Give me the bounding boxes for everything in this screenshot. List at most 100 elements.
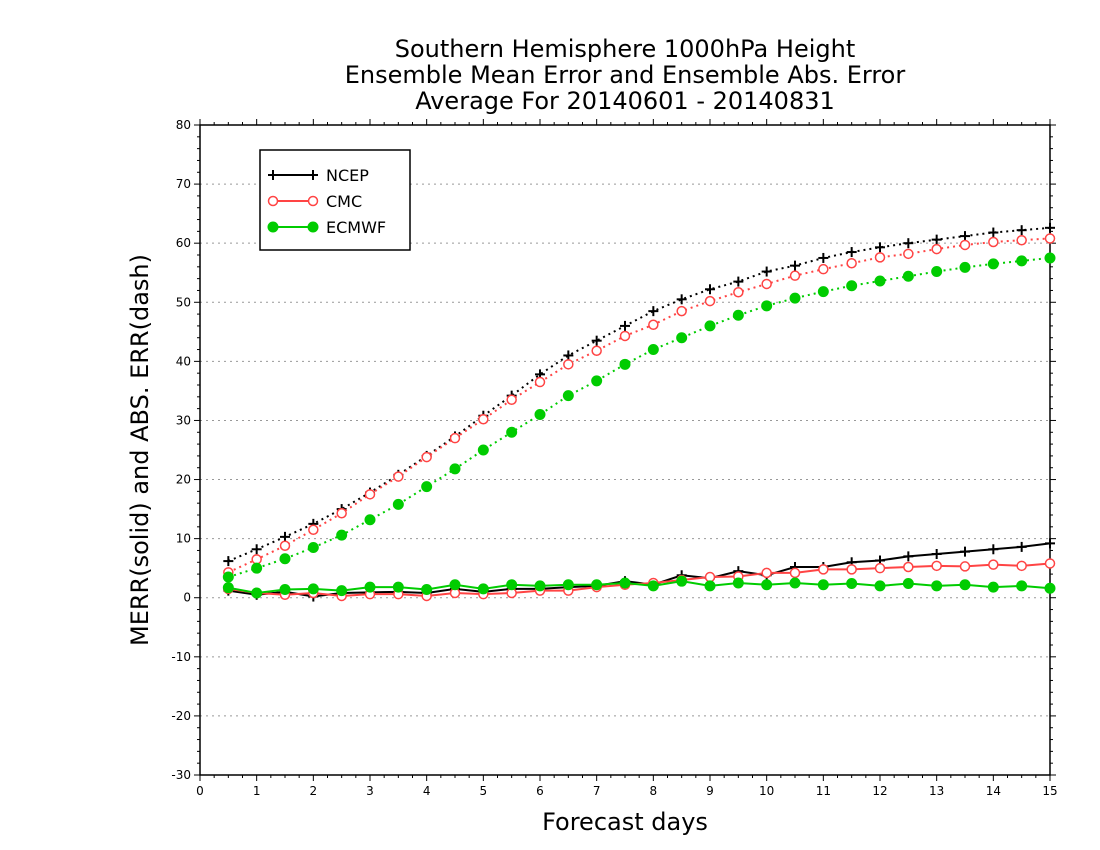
x-tick-label: 9 (706, 784, 714, 798)
series-ecmwf-abs-err-point (959, 261, 971, 273)
series-cmc-abs-err-point (449, 432, 461, 444)
series-ecmwf-abs-err-point (874, 275, 886, 287)
series-cmc-abs-err-point (874, 252, 886, 263)
series-cmc-abs-err-point (364, 489, 376, 500)
y-axis-label: MERR(solid) and ABS. ERR(dash) (126, 254, 154, 646)
x-tick-label: 0 (196, 784, 204, 798)
series-ecmwf-merr-point (761, 579, 773, 591)
x-tick-label: 15 (1042, 784, 1057, 798)
series-ecmwf-abs-err-point (846, 280, 858, 292)
series-ecmwf-abs-err-point (307, 542, 319, 553)
series-cmc-merr-point (1016, 560, 1027, 572)
series-cmc-merr-point (818, 564, 829, 575)
series-cmc-abs-err-point (393, 471, 404, 482)
legend-label-cmc: CMC (326, 192, 362, 211)
series-ecmwf-abs-err-point (619, 358, 631, 370)
y-tick-label: 50 (176, 295, 191, 309)
y-tick-label: 60 (176, 236, 191, 250)
series-ecmwf-merr-point (987, 581, 999, 593)
series-ecmwf-abs-err-point (279, 553, 291, 565)
series-ecmwf-merr-point (902, 578, 914, 590)
series-ecmwf-merr-point (364, 581, 376, 593)
series-cmc-merr-point (959, 561, 971, 572)
series-ecmwf-abs-err-point (1044, 252, 1056, 264)
legend-label-ncep: NCEP (326, 166, 369, 185)
series-ecmwf-merr-point (647, 580, 659, 592)
series-ecmwf-merr-point (506, 579, 518, 591)
series-cmc-merr-point (846, 564, 857, 575)
series-ecmwf-merr-point (421, 583, 433, 595)
series-ecmwf-abs-err-point (364, 514, 376, 526)
x-tick-label: 6 (536, 784, 544, 798)
series-cmc-abs-err-point (251, 554, 262, 565)
series-ecmwf-merr-point (732, 577, 744, 589)
series-cmc-abs-err-point (534, 376, 546, 388)
x-tick-label: 14 (986, 784, 1001, 798)
series-cmc-abs-err-point (761, 278, 772, 290)
series-cmc-merr-point (1044, 558, 1056, 569)
x-tick-label: 5 (480, 784, 488, 798)
legend-marker-cmc (307, 195, 319, 207)
series-cmc-abs-err-point (279, 540, 291, 551)
series-ecmwf-abs-err-point (449, 463, 461, 475)
series-ecmwf-abs-err-point (421, 481, 433, 493)
chart-title-line-3: Average For 20140601 - 20140831 (415, 87, 835, 115)
series-cmc-abs-err-point (818, 263, 829, 275)
x-tick-label: 10 (759, 784, 774, 798)
y-tick-label: 20 (176, 473, 191, 487)
series-cmc-abs-err-point (704, 295, 716, 307)
series-ecmwf-merr-point (222, 582, 234, 594)
series-ecmwf-abs-err-point (931, 266, 943, 278)
legend-marker-ecmwf (307, 221, 319, 233)
series-ecmwf-abs-err-point (902, 270, 914, 282)
series-ecmwf-abs-err-point (789, 292, 801, 304)
series-ecmwf-abs-err-point (647, 344, 659, 356)
series-ecmwf-merr-point (307, 583, 319, 595)
series-ecmwf-merr-point (1016, 580, 1028, 592)
series-ecmwf-merr-point (449, 579, 461, 591)
series-ncep-abs-err-line (227, 226, 1051, 563)
y-tick-label: -20 (171, 709, 191, 723)
series-ecmwf-merr-point (619, 577, 631, 589)
series-ecmwf-merr-point (789, 577, 801, 589)
series-ecmwf-merr-point (1044, 582, 1056, 594)
y-tick-label: -30 (171, 768, 191, 782)
series-cmc-abs-err-point (931, 243, 942, 255)
series-ecmwf-abs-err-point (732, 309, 744, 321)
series-ecmwf-merr-point (336, 585, 348, 597)
series-ecmwf-merr-point (534, 580, 546, 592)
chart-title-line-1: Southern Hemisphere 1000hPa Height (394, 35, 856, 63)
x-tick-label: 2 (310, 784, 318, 798)
series-ecmwf-merr-point (931, 580, 943, 592)
series-ecmwf-abs-err-point (251, 562, 263, 574)
series-ecmwf-merr-point (676, 575, 688, 587)
series-ecmwf-abs-err-point (506, 426, 518, 438)
y-tick-label: 30 (176, 413, 191, 427)
series-cmc-abs-err-point (336, 507, 347, 519)
series-cmc-abs-err-point (846, 258, 857, 269)
y-tick-label: 10 (176, 532, 191, 546)
series-ecmwf-merr-point (562, 579, 574, 591)
y-tick-label: 80 (176, 118, 191, 132)
x-tick-label: 7 (593, 784, 601, 798)
series-ecmwf-abs-err-point (591, 375, 603, 387)
series-ecmwf-merr-point (704, 580, 716, 592)
series-cmc-abs-err-point (563, 359, 574, 370)
y-tick-label: 0 (183, 591, 191, 605)
legend-marker-ecmwf (267, 221, 279, 233)
series-cmc-abs-err-point (619, 330, 631, 342)
series-ecmwf-abs-err-point (761, 300, 773, 312)
series-cmc-abs-err-point (903, 248, 914, 260)
series-ecmwf-merr-point (846, 578, 858, 590)
legend-marker-cmc (267, 195, 279, 207)
series-ecmwf-merr-point (874, 580, 886, 592)
x-tick-label: 12 (872, 784, 887, 798)
series-ecmwf-merr-point (817, 579, 829, 591)
series-cmc-abs-err-point (308, 524, 319, 536)
x-tick-label: 4 (423, 784, 431, 798)
series-cmc-merr-point (761, 567, 772, 579)
series-cmc-merr-point (704, 571, 716, 583)
x-tick-label: 3 (366, 784, 374, 798)
y-tick-label: -10 (171, 650, 191, 664)
